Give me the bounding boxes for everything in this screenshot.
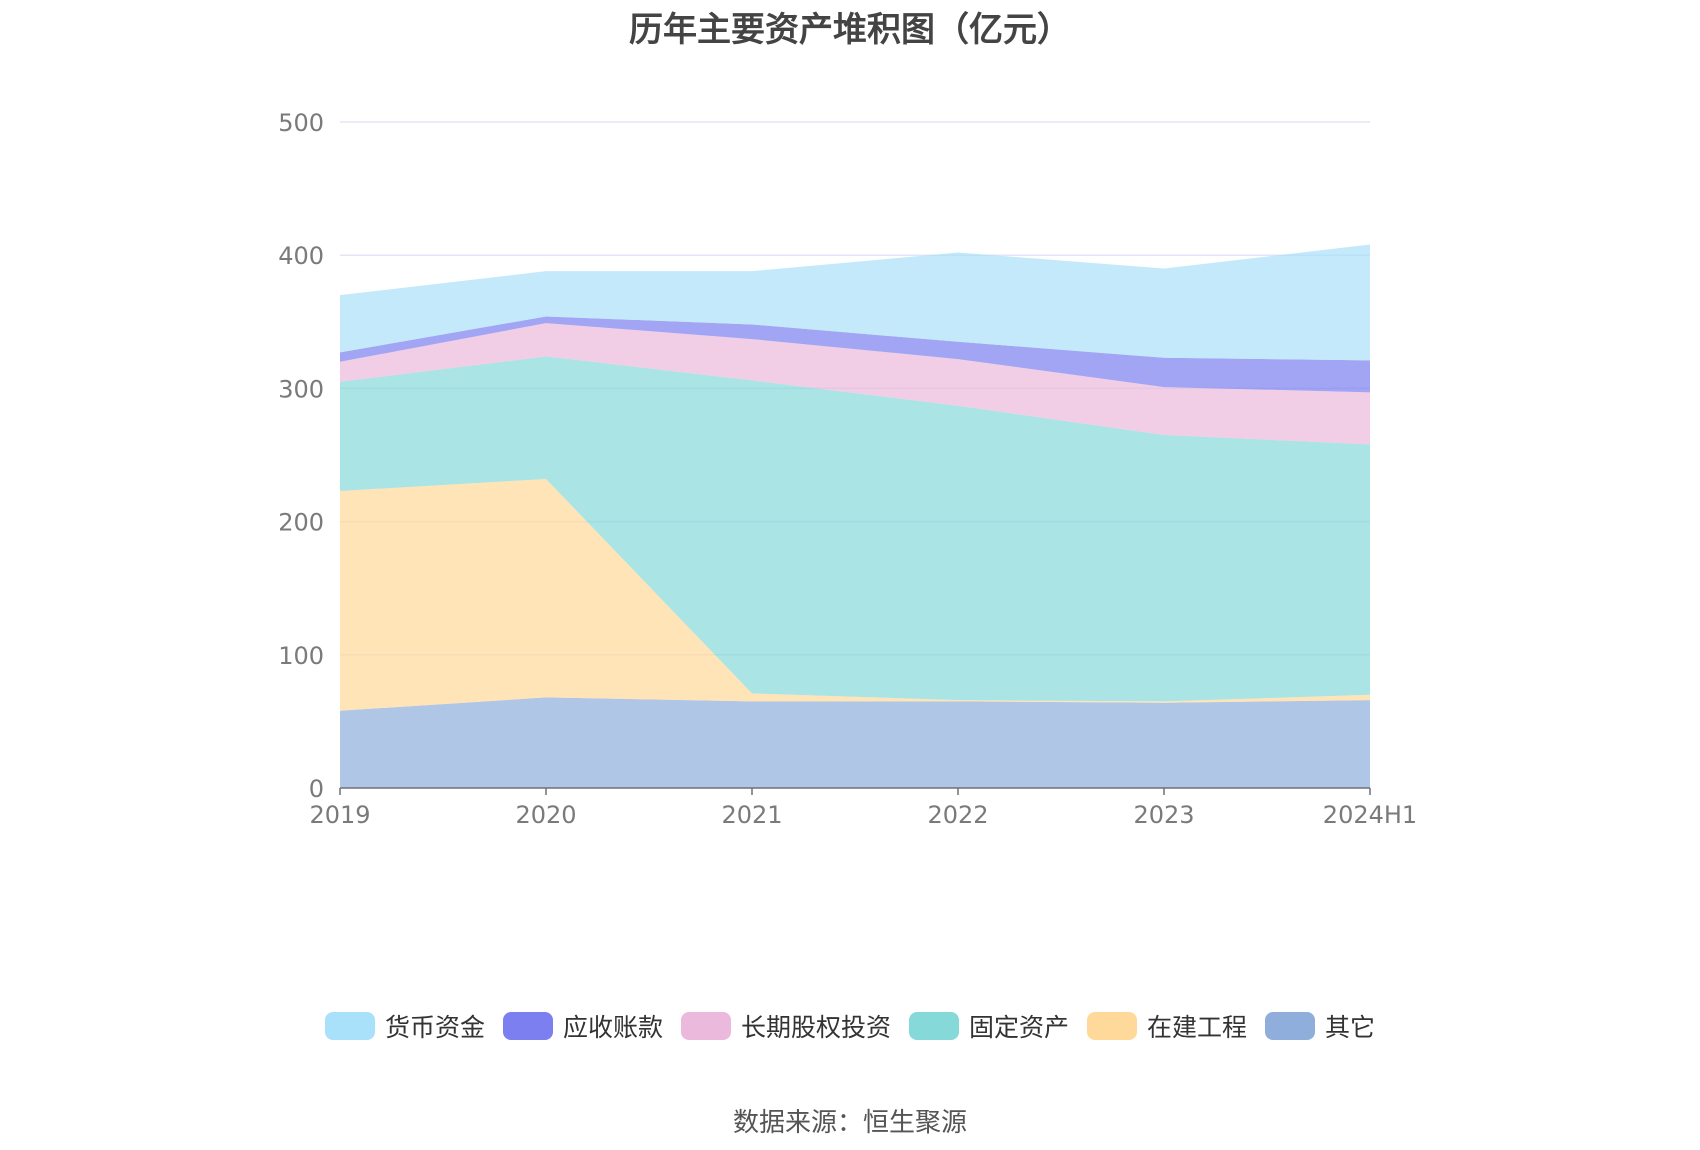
y-tick-label-500: 500: [278, 109, 324, 137]
area-series-4: [340, 316, 1370, 393]
legend-item-receivables[interactable]: 应收账款: [502, 1008, 663, 1044]
area-series-3: [340, 323, 1370, 445]
legend-label-fixed-assets: 固定资产: [969, 1013, 1070, 1042]
legend-swatch-equity-investment: [680, 1012, 731, 1040]
area-series-5: [340, 244, 1370, 361]
legend-item-construction[interactable]: 在建工程: [1087, 1008, 1247, 1044]
legend-swatch-construction: [1087, 1012, 1138, 1040]
legend-label-equity-investment: 长期股权投资: [740, 1013, 891, 1042]
legend-item-equity-investment[interactable]: 长期股权投资: [680, 1008, 891, 1044]
legend-label-construction: 在建工程: [1147, 1013, 1248, 1042]
axes: 0 100 200 300 400 500 2019 2020 2021 2022 2023 2024…: [278, 109, 1417, 829]
legend-item-fixed-assets[interactable]: 固定资产: [909, 1008, 1069, 1044]
y-tick-label-0: 0: [309, 775, 324, 803]
data-source: 数据来源：恒生聚源: [732, 1108, 967, 1138]
x-tick-label-2020: 2020: [515, 801, 576, 829]
x-tick-label-2024H1: 2024H1: [1323, 801, 1417, 829]
y-tick-label-300: 300: [278, 375, 324, 403]
area-series-1: [340, 478, 1370, 711]
legend: 货币资金 应收账款 长期股权投资 固定资产 在建工程 其它: [0, 1008, 1700, 1044]
legend-swatch-receivables: [502, 1012, 553, 1040]
area-series-2: [340, 356, 1370, 702]
legend-swatch-fixed-assets: [909, 1012, 959, 1040]
area-series-0: [340, 697, 1370, 788]
legend-label-receivables: 应收账款: [562, 1013, 663, 1042]
legend-item-cash[interactable]: 货币资金: [324, 1008, 485, 1044]
legend-swatch-other: [1265, 1012, 1316, 1040]
y-tick-label-400: 400: [278, 242, 324, 270]
legend-item-other[interactable]: 其它: [1265, 1008, 1375, 1044]
area-series: [340, 244, 1370, 788]
x-tick-label-2023: 2023: [1133, 801, 1194, 829]
chart-title: 历年主要资产堆积图（亿元）: [629, 10, 1071, 50]
legend-label-cash: 货币资金: [384, 1013, 485, 1042]
legend-swatch-cash: [324, 1012, 375, 1040]
x-tick-label-2019: 2019: [309, 801, 370, 829]
y-tick-label-200: 200: [278, 509, 324, 537]
y-tick-label-100: 100: [278, 642, 324, 670]
x-tick-label-2022: 2022: [927, 801, 988, 829]
legend-label-other: 其它: [1325, 1013, 1376, 1042]
x-tick-label-2021: 2021: [721, 801, 782, 829]
